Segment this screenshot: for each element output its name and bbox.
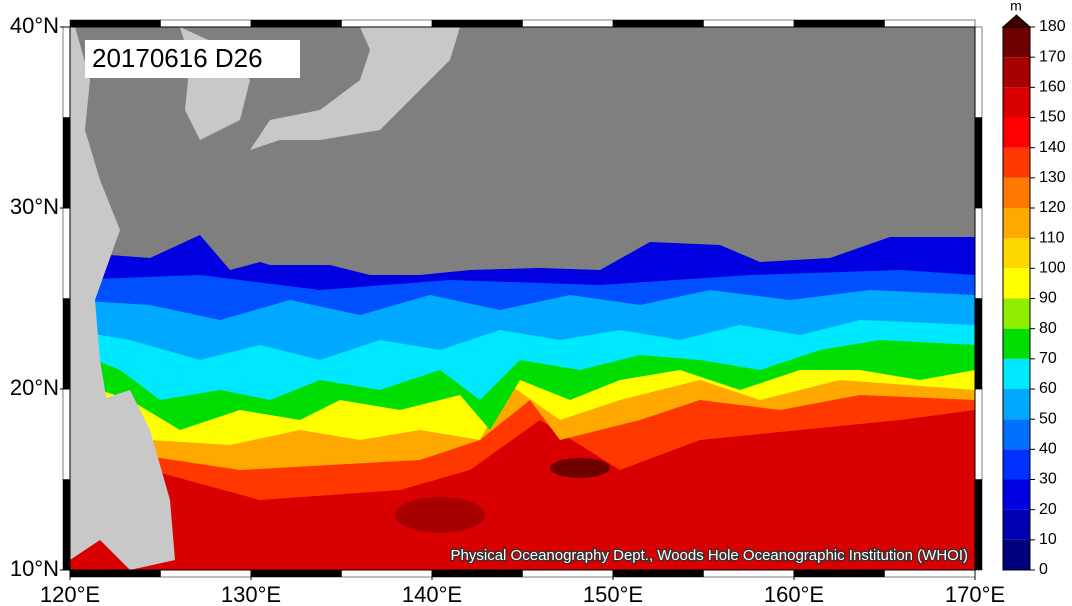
frame-segment bbox=[974, 388, 983, 480]
colorbar-tick-label: 50 bbox=[1039, 410, 1057, 427]
colorbar-tick-label: 100 bbox=[1039, 260, 1066, 277]
lon-tick-label: 170°E bbox=[945, 582, 1005, 606]
lon-tick-label: 120°E bbox=[40, 582, 100, 606]
colorbar-tick-label: 30 bbox=[1039, 471, 1057, 488]
colorbar-bin bbox=[1003, 268, 1030, 299]
frame-segment bbox=[974, 479, 983, 571]
colorbar-bin bbox=[1003, 208, 1030, 239]
map-frame: 120°E 130°E 140°E 150°E 160°E 170°E 10°N 20°N 30… bbox=[10, 13, 1005, 606]
frame-segment bbox=[884, 569, 976, 578]
colorbar-bin bbox=[1003, 328, 1030, 359]
colorbar-bin bbox=[1003, 177, 1030, 208]
colorbar-bin bbox=[1003, 57, 1030, 88]
colorbar-tick-label: 0 bbox=[1039, 561, 1048, 578]
colorbar-bin bbox=[1003, 419, 1030, 450]
philippines bbox=[80, 390, 175, 570]
colorbar-bin bbox=[1003, 358, 1030, 389]
frame-segment bbox=[793, 19, 885, 28]
frame-segment bbox=[703, 19, 795, 28]
frame-segment bbox=[522, 569, 614, 578]
frame-segment bbox=[703, 569, 795, 578]
title-box bbox=[85, 40, 300, 78]
colorbar-tick-label: 130 bbox=[1039, 169, 1066, 186]
colorbar-over bbox=[1001, 14, 1032, 28]
colorbar-bin bbox=[1003, 117, 1030, 148]
frame-segment bbox=[341, 19, 433, 28]
map-field bbox=[70, 27, 975, 570]
colorbar-bin bbox=[1003, 27, 1030, 58]
colorbar-bin bbox=[1003, 147, 1030, 178]
lat-tick-label: 20°N bbox=[10, 375, 59, 400]
colorbar-tick-label: 110 bbox=[1039, 229, 1065, 246]
colorbar-tick-label: 40 bbox=[1039, 441, 1057, 458]
colorbar-tick-label: 60 bbox=[1039, 380, 1057, 397]
frame-segment bbox=[62, 207, 71, 299]
colorbar-unit: m bbox=[1010, 0, 1022, 14]
colorbar-tick-label: 140 bbox=[1039, 139, 1066, 156]
deep-patch bbox=[550, 458, 610, 478]
colorbar-bin bbox=[1003, 389, 1030, 420]
frame-segment bbox=[974, 207, 983, 299]
lon-tick-label: 160°E bbox=[764, 582, 824, 606]
frame-segment bbox=[793, 569, 885, 578]
frame-segment bbox=[612, 569, 704, 578]
lat-tick-label: 40°N bbox=[10, 13, 59, 38]
no-data bbox=[70, 27, 975, 275]
frame-segment bbox=[431, 19, 523, 28]
frame-segment bbox=[62, 117, 71, 209]
map-border bbox=[69, 26, 976, 571]
colorbar-tick-label: 180 bbox=[1039, 18, 1066, 35]
colorbar-tick-label: 20 bbox=[1039, 501, 1057, 518]
lat-tick-label: 10°N bbox=[10, 556, 59, 581]
colorbar-tick-label: 150 bbox=[1039, 109, 1066, 126]
frame-segment bbox=[431, 569, 523, 578]
lon-tick-label: 150°E bbox=[583, 582, 643, 606]
frame-segment bbox=[62, 479, 71, 571]
japan bbox=[250, 27, 460, 150]
colorbar-bin bbox=[1003, 238, 1030, 269]
frame-segment bbox=[69, 19, 161, 28]
colorbar-tick-label: 80 bbox=[1039, 320, 1057, 337]
credit: Physical Oceanography Dept., Woods Hole … bbox=[451, 547, 968, 564]
colorbar-bin bbox=[1003, 87, 1030, 118]
colorbar-bin bbox=[1003, 298, 1030, 329]
frame-segment bbox=[974, 298, 983, 390]
frame-segment bbox=[341, 569, 433, 578]
map-title: 20170616 D26 bbox=[92, 43, 263, 73]
colorbar-bin bbox=[1003, 539, 1030, 570]
frame-segment bbox=[62, 26, 71, 118]
colorbar-tick-label: 70 bbox=[1039, 350, 1057, 367]
frame-segment bbox=[884, 19, 976, 28]
frame-segment bbox=[522, 19, 614, 28]
frame-segment bbox=[250, 569, 342, 578]
colorbar-tick-label: 170 bbox=[1039, 48, 1066, 65]
colorbar-bin bbox=[1003, 509, 1030, 540]
colorbar-tick-label: 90 bbox=[1039, 290, 1057, 307]
lon-tick-label: 140°E bbox=[402, 582, 462, 606]
colorbar-bin bbox=[1003, 449, 1030, 480]
frame-segment bbox=[160, 19, 252, 28]
colorbar-tick-label: 160 bbox=[1039, 79, 1066, 96]
frame-segment bbox=[69, 569, 161, 578]
colorbar-bin bbox=[1003, 479, 1030, 510]
frame-segment bbox=[974, 26, 983, 118]
deep-patch bbox=[395, 497, 485, 533]
lon-tick-label: 130°E bbox=[221, 582, 281, 606]
colorbar-tick-label: 10 bbox=[1039, 531, 1057, 548]
colorbar-tick-label: 120 bbox=[1039, 199, 1066, 216]
lat-tick-label: 30°N bbox=[10, 194, 59, 219]
frame-segment bbox=[160, 569, 252, 578]
frame-segment bbox=[612, 19, 704, 28]
frame-segment bbox=[250, 19, 342, 28]
frame-segment bbox=[974, 117, 983, 209]
frame-segment bbox=[62, 388, 71, 480]
frame-segment bbox=[62, 298, 71, 390]
colorbar: 0 10 20 30 40 50 60 70 80 90 100 110 120 130 140 150 160… bbox=[1001, 14, 1066, 578]
